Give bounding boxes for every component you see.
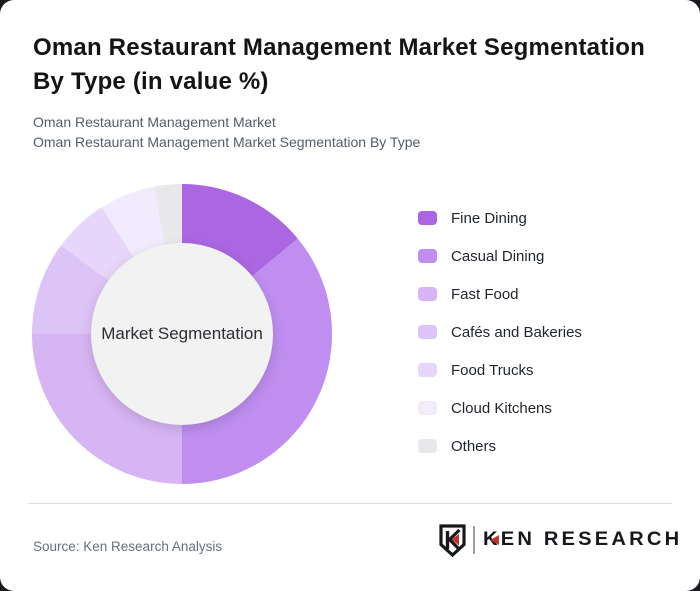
ken-research-logo: KEN RESEARCH [439,522,679,558]
legend-item: Fast Food [418,282,582,306]
legend-item: Cloud Kitchens [418,396,582,420]
legend-swatch [418,287,437,301]
legend-item: Others [418,434,582,458]
legend-swatch [418,363,437,377]
footer-divider [28,503,672,504]
subtitle-block: Oman Restaurant Management Market Oman R… [33,112,653,152]
donut-chart: Market Segmentation [32,184,332,484]
legend-item: Casual Dining [418,244,582,268]
chart-legend: Fine Dining Casual Dining Fast Food Café… [418,206,582,458]
legend-swatch [418,211,437,225]
legend-swatch [418,325,437,339]
legend-label: Food Trucks [451,361,534,379]
subtitle-line-1: Oman Restaurant Management Market [33,114,276,130]
legend-swatch [418,401,437,415]
brand-k-arrow-icon [489,535,499,545]
page-title: Oman Restaurant Management Market Segmen… [33,34,646,95]
legend-swatch [418,249,437,263]
legend-label: Fast Food [451,285,519,303]
legend-swatch [418,439,437,453]
legend-item: Food Trucks [418,358,582,382]
legend-label: Casual Dining [451,247,545,265]
source-text: Source: Ken Research Analysis [33,539,223,554]
donut-center: Market Segmentation [91,243,273,425]
legend-label: Cafés and Bakeries [451,323,582,341]
legend-label: Others [451,437,497,455]
subtitle-line-2: Oman Restaurant Management Market Segmen… [33,134,421,150]
legend-item: Fine Dining [418,206,582,230]
ken-research-shield-icon [439,523,466,557]
logo-divider [472,526,475,554]
legend-label: Cloud Kitchens [451,399,552,417]
donut-center-label: Market Segmentation [101,324,263,343]
legend-label: Fine Dining [451,209,527,227]
brand-name: KEN RESEARCH [482,529,683,550]
legend-item: Cafés and Bakeries [418,320,582,344]
shield-k-arrow-icon [451,533,459,545]
